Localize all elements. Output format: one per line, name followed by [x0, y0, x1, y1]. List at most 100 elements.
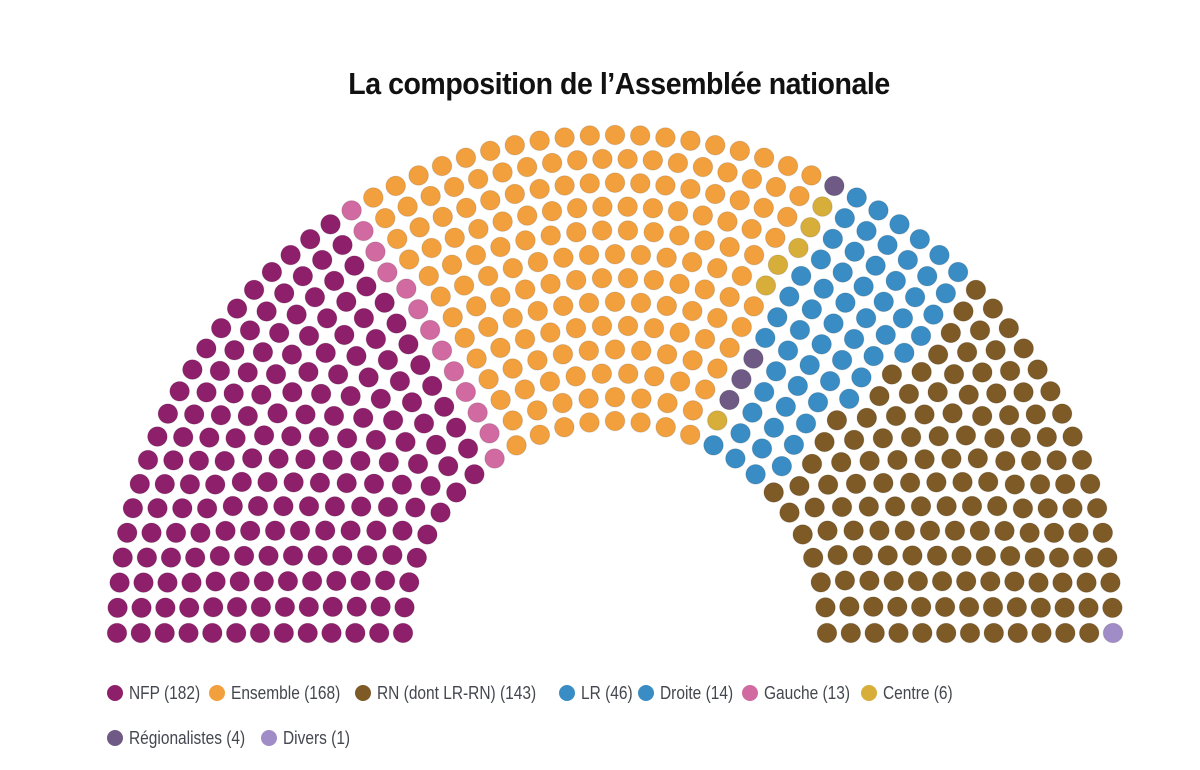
seat-dot: [147, 426, 168, 447]
seat-dot: [196, 382, 217, 403]
legend-item-gauche: Gauche (13): [741, 683, 850, 704]
seat-dot: [490, 337, 511, 359]
seat-dot: [643, 317, 665, 339]
seat-dot: [336, 428, 358, 449]
seat-dot: [215, 520, 236, 542]
seat-dot: [178, 622, 199, 644]
seat-dot: [643, 221, 665, 243]
seat-dot: [680, 178, 701, 200]
seat-dot: [226, 298, 248, 319]
seat-dot: [492, 211, 513, 232]
seat-dot: [112, 547, 133, 568]
seat-dot: [926, 545, 948, 567]
seat-dot: [264, 520, 286, 542]
seat-dot: [1055, 622, 1076, 644]
seat-dot: [539, 371, 561, 392]
seat-dot: [892, 308, 914, 329]
seat-dot: [941, 448, 962, 470]
seat-dot: [130, 622, 152, 644]
seat-dot: [529, 130, 550, 151]
legend-row-1: NFP (182) Ensemble (168) RN (dont LR-RN)…: [107, 680, 1107, 706]
seat-dot: [502, 358, 523, 379]
seat-dot: [667, 152, 689, 174]
seat-dot: [656, 295, 678, 317]
seat-dot: [856, 220, 877, 242]
seat-dot: [385, 175, 407, 197]
seat-dot: [345, 622, 366, 644]
seat-dot: [307, 545, 328, 566]
seat-dot: [358, 367, 379, 388]
seat-dot: [844, 241, 865, 262]
seat-dot: [165, 522, 187, 544]
seat-dot: [944, 520, 966, 542]
seat-dot: [374, 292, 395, 314]
seat-dot: [356, 276, 377, 297]
seat-dot: [775, 396, 797, 418]
seat-dot: [233, 545, 255, 567]
seat-dot: [843, 520, 864, 541]
seat-dot: [443, 176, 465, 198]
seat-dot: [457, 438, 479, 459]
seat-dot: [256, 301, 277, 322]
seat-dot: [368, 622, 390, 644]
seat-dot: [320, 214, 341, 235]
seat-dot: [1020, 450, 1042, 472]
seat-dot: [953, 301, 974, 322]
seat-dot: [323, 405, 345, 427]
seat-dot: [604, 410, 626, 432]
seat-dot: [1004, 571, 1025, 592]
seat-dot: [707, 358, 728, 379]
seat-dot: [133, 572, 154, 593]
seat-dot: [936, 495, 957, 517]
seat-dot: [763, 417, 785, 439]
seat-dot: [838, 388, 860, 410]
seat-dot: [199, 427, 220, 448]
seat-dot: [1040, 381, 1061, 402]
seat-dot: [986, 383, 1007, 404]
seat-dot: [955, 571, 977, 592]
swatch-icon: [637, 685, 654, 701]
legend-row-2: Régionalistes (4) Divers (1): [107, 725, 1107, 751]
seat-dot: [188, 450, 210, 472]
seat-dot: [656, 344, 678, 365]
seat-dot: [1068, 522, 1089, 544]
seat-dot: [765, 227, 786, 249]
seat-dot: [141, 522, 162, 544]
seat-dot: [741, 168, 763, 190]
seat-dot: [956, 341, 978, 363]
seat-dot: [295, 449, 316, 470]
seat-dot: [694, 379, 716, 400]
seat-dot: [579, 173, 601, 194]
seat-dot: [681, 251, 703, 273]
seat-dot: [443, 361, 465, 382]
seat-dot: [467, 168, 489, 190]
seat-dot: [667, 200, 689, 222]
seat-dot: [394, 597, 415, 618]
seat-dot: [169, 381, 190, 402]
seat-dot: [160, 547, 182, 568]
seat-dot: [789, 185, 810, 207]
seat-dot: [642, 150, 664, 171]
seat-dot: [807, 392, 829, 413]
seat-dot: [540, 273, 561, 295]
seat-dot: [743, 296, 765, 317]
seat-dot: [267, 403, 288, 424]
seat-dot: [856, 407, 878, 429]
seat-dot: [202, 596, 224, 618]
seat-dot: [297, 622, 319, 644]
seat-dot: [565, 366, 587, 387]
seat-dot: [552, 295, 574, 317]
seat-dot: [310, 383, 332, 405]
seat-dot: [859, 570, 880, 592]
seat-dot: [480, 190, 501, 211]
seat-dot: [407, 453, 429, 475]
seat-dot: [366, 520, 387, 541]
seat-dot: [1102, 622, 1124, 644]
seat-dot: [340, 385, 361, 407]
swatch-icon: [354, 685, 371, 701]
seat-dot: [900, 426, 922, 448]
seat-dot: [935, 622, 957, 644]
seat-dot: [719, 337, 740, 359]
seat-dot: [184, 547, 206, 568]
seat-dot: [346, 596, 368, 618]
